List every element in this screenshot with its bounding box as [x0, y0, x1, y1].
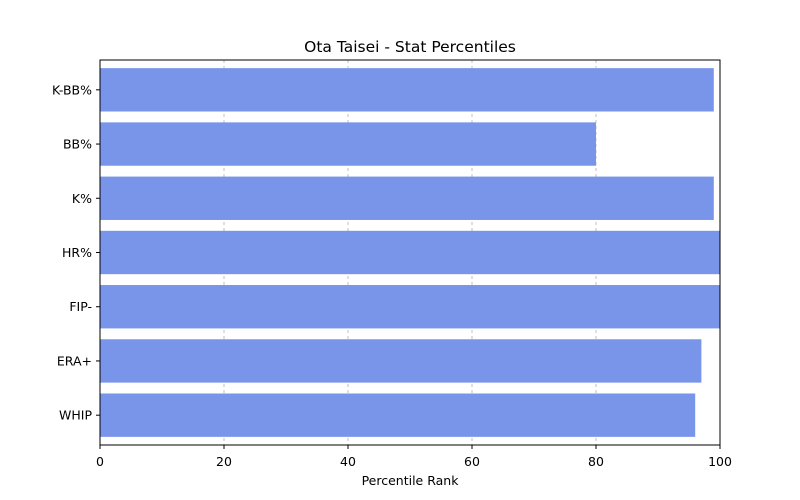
bar-whip — [100, 393, 696, 437]
y-tick-label: ERA+ — [57, 353, 92, 368]
x-tick-label: 80 — [588, 454, 604, 469]
y-tick-label: K-BB% — [52, 82, 92, 97]
bar-era- — [100, 339, 702, 383]
x-axis-label: Percentile Rank — [362, 473, 460, 488]
x-tick-label: 60 — [464, 454, 480, 469]
x-tick-label: 100 — [708, 454, 732, 469]
x-tick-label: 20 — [216, 454, 232, 469]
y-tick-label: K% — [72, 191, 92, 206]
x-tick-label: 0 — [96, 454, 104, 469]
y-axis: WHIP ERA+ FIP- HR% K% BB% K-BB% — [52, 82, 100, 423]
x-tick-label: 40 — [340, 454, 356, 469]
y-tick-label: BB% — [63, 137, 92, 152]
bar-hr- — [100, 230, 720, 275]
y-tick-label: HR% — [62, 245, 92, 260]
y-tick-label: FIP- — [69, 299, 92, 314]
bars — [100, 68, 720, 437]
x-axis: 0 20 40 60 80 100 — [96, 445, 732, 469]
y-tick-label: WHIP — [59, 408, 92, 423]
chart-title: Ota Taisei - Stat Percentiles — [304, 38, 516, 56]
bar-fip- — [100, 285, 720, 329]
bar-k- — [100, 176, 714, 220]
bar-k-bb- — [100, 68, 714, 112]
bar-bb- — [100, 122, 596, 166]
